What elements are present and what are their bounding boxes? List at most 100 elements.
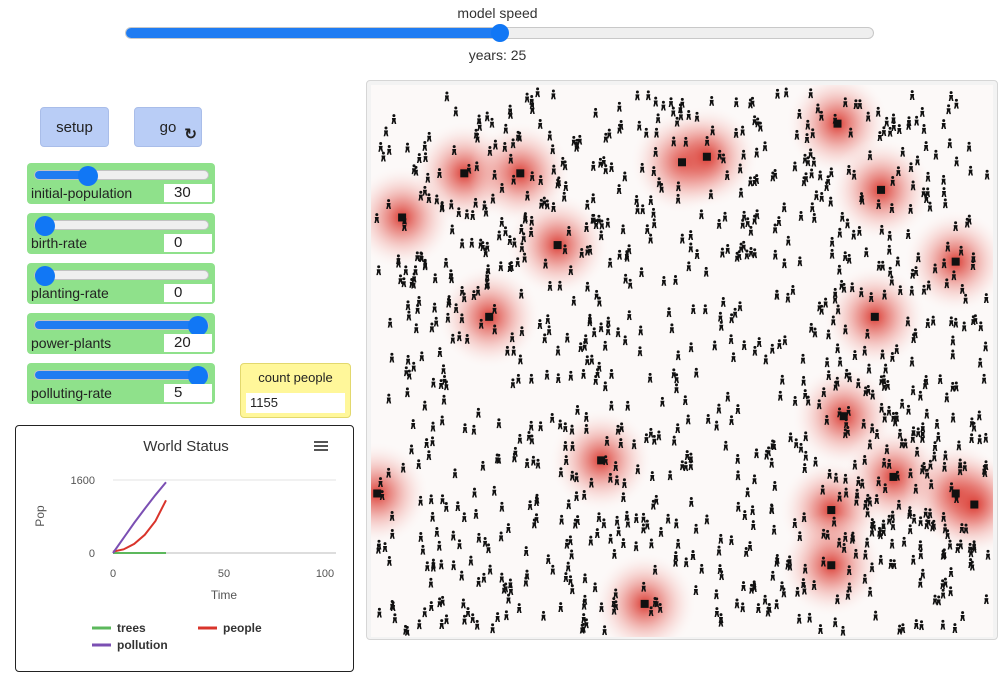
model-speed-slider-thumb[interactable] bbox=[490, 24, 509, 42]
person bbox=[671, 368, 677, 379]
legend-trees[interactable]: trees bbox=[117, 621, 146, 635]
person bbox=[450, 530, 456, 541]
person bbox=[601, 156, 607, 166]
x-tick-label: 50 bbox=[218, 568, 230, 580]
slider-thumb[interactable] bbox=[35, 216, 55, 236]
slider-fill bbox=[35, 321, 198, 329]
person bbox=[490, 623, 495, 634]
slider-planting-rate[interactable]: planting-rate 0 bbox=[27, 263, 215, 304]
person bbox=[824, 357, 830, 368]
person bbox=[432, 273, 438, 284]
go-button[interactable]: go ↻ bbox=[134, 107, 202, 147]
power-plant bbox=[485, 312, 494, 321]
person bbox=[947, 138, 953, 149]
slider-value[interactable]: 30 bbox=[164, 184, 212, 202]
person bbox=[455, 501, 461, 512]
world-view-canvas[interactable] bbox=[371, 85, 993, 637]
model-speed-slider[interactable] bbox=[125, 24, 874, 42]
person bbox=[744, 249, 750, 260]
person bbox=[693, 585, 699, 595]
person bbox=[790, 285, 796, 295]
slider-thumb[interactable] bbox=[188, 366, 208, 386]
person bbox=[920, 568, 926, 579]
power-plant bbox=[702, 152, 711, 161]
slider-track[interactable] bbox=[34, 216, 209, 236]
person bbox=[484, 111, 490, 122]
person bbox=[617, 249, 622, 260]
slider-value[interactable]: 0 bbox=[164, 234, 212, 252]
person bbox=[422, 400, 428, 411]
person bbox=[785, 292, 791, 303]
slider-track[interactable] bbox=[34, 366, 209, 386]
person bbox=[666, 307, 672, 318]
slider-value[interactable]: 0 bbox=[164, 284, 212, 302]
person bbox=[770, 570, 776, 581]
slider-label: initial-population bbox=[31, 185, 133, 201]
person bbox=[443, 257, 449, 268]
slider-birth-rate[interactable]: birth-rate 0 bbox=[27, 213, 215, 254]
world-view[interactable] bbox=[371, 85, 993, 637]
person bbox=[637, 346, 643, 357]
slider-track[interactable] bbox=[34, 316, 209, 336]
person bbox=[889, 538, 895, 549]
person bbox=[480, 460, 486, 471]
power-plant bbox=[970, 500, 979, 509]
person bbox=[557, 419, 563, 430]
legend-pollution[interactable]: pollution bbox=[117, 638, 168, 652]
slider-track[interactable] bbox=[34, 166, 209, 186]
person bbox=[918, 390, 923, 401]
person bbox=[842, 251, 848, 262]
monitor-value: 1155 bbox=[246, 393, 345, 413]
slider-thumb[interactable] bbox=[77, 166, 98, 186]
person bbox=[948, 586, 953, 597]
slider-polluting-rate[interactable]: polluting-rate 5 bbox=[27, 363, 215, 404]
person bbox=[609, 162, 614, 173]
legend-people[interactable]: people bbox=[223, 621, 262, 635]
person bbox=[685, 414, 691, 425]
person bbox=[459, 238, 465, 249]
person bbox=[476, 407, 481, 418]
slider-thumb[interactable] bbox=[35, 266, 55, 286]
person bbox=[740, 218, 746, 229]
person bbox=[651, 207, 656, 218]
person bbox=[693, 523, 699, 534]
person bbox=[461, 512, 467, 523]
setup-button[interactable]: setup bbox=[40, 107, 109, 147]
person bbox=[798, 211, 804, 221]
person bbox=[378, 142, 384, 152]
person bbox=[969, 433, 974, 444]
person bbox=[441, 394, 447, 405]
slider-value[interactable]: 5 bbox=[164, 384, 212, 402]
person bbox=[901, 536, 907, 547]
person bbox=[808, 322, 814, 333]
slider-value[interactable]: 20 bbox=[164, 334, 212, 352]
person bbox=[499, 572, 505, 583]
person bbox=[391, 114, 397, 124]
slider-initial-population[interactable]: initial-population 30 bbox=[27, 163, 215, 204]
person bbox=[405, 142, 410, 153]
person bbox=[546, 325, 552, 336]
slider-thumb[interactable] bbox=[188, 316, 208, 336]
power-plant bbox=[398, 213, 407, 222]
slider-power-plants[interactable]: power-plants 20 bbox=[27, 313, 215, 354]
person bbox=[688, 230, 694, 240]
hamburger-menu-icon[interactable] bbox=[314, 441, 328, 451]
plot-title: World Status bbox=[143, 438, 229, 455]
person bbox=[716, 545, 722, 556]
person bbox=[960, 611, 965, 621]
person bbox=[978, 321, 984, 332]
slider-track[interactable] bbox=[34, 266, 209, 286]
person bbox=[977, 434, 983, 445]
power-plant bbox=[877, 185, 886, 194]
person bbox=[651, 218, 657, 229]
power-plant bbox=[460, 169, 469, 178]
slider-label: polluting-rate bbox=[31, 385, 112, 401]
person bbox=[591, 327, 597, 338]
slider-label: power-plants bbox=[31, 335, 112, 351]
person bbox=[442, 375, 447, 385]
person bbox=[469, 237, 475, 248]
person bbox=[416, 296, 422, 306]
pollution-cloud bbox=[922, 452, 993, 557]
person bbox=[940, 588, 946, 599]
person bbox=[811, 213, 817, 223]
